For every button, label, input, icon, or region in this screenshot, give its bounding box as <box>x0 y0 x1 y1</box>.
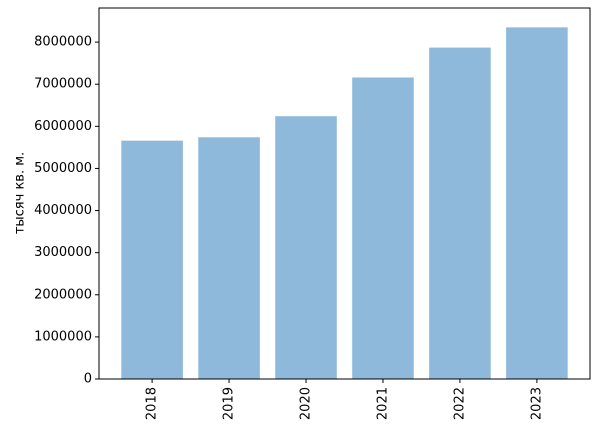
x-tick-label: 2023 <box>529 387 544 420</box>
bar <box>506 27 568 380</box>
plot-frame <box>98 7 591 380</box>
y-tick-label: 3000000 <box>34 245 92 260</box>
y-tick-label: 8000000 <box>34 35 92 50</box>
bar <box>352 77 414 379</box>
bar <box>121 140 183 379</box>
x-tick-label: 2020 <box>299 387 314 420</box>
y-tick-label: 1000000 <box>34 329 92 344</box>
x-tick-label: 2018 <box>145 387 160 420</box>
y-tick-label: 7000000 <box>34 77 92 92</box>
y-tick-label: 0 <box>84 372 92 387</box>
y-tick-label: 6000000 <box>34 119 92 134</box>
y-axis-label: тысяч кв. м. <box>13 152 28 234</box>
y-tick-label: 5000000 <box>34 161 92 176</box>
y-tick-label: 4000000 <box>34 203 92 218</box>
bar <box>198 137 260 379</box>
y-tick-label: 2000000 <box>34 287 92 302</box>
x-tick-label: 2019 <box>222 387 237 420</box>
bar <box>429 47 491 379</box>
x-tick-label: 2021 <box>375 387 390 420</box>
bar <box>275 116 337 379</box>
x-tick-label: 2022 <box>452 387 467 420</box>
